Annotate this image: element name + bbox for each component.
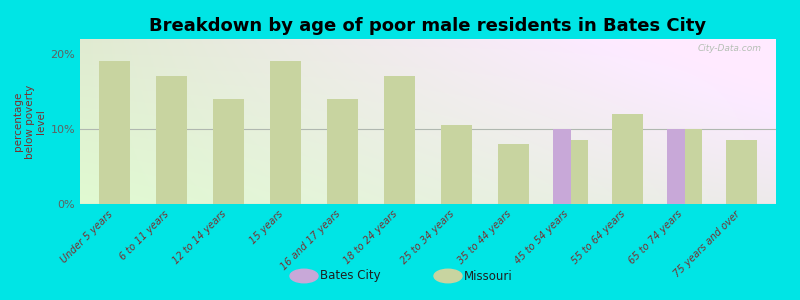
Bar [441, 125, 472, 204]
Y-axis label: percentage
below poverty
level: percentage below poverty level [13, 84, 46, 159]
Bar [326, 99, 358, 204]
Bar [213, 99, 244, 204]
Bar [155, 76, 187, 204]
Text: Bates City: Bates City [320, 269, 381, 283]
Bar [498, 144, 530, 204]
Bar [726, 140, 758, 204]
Bar [98, 61, 130, 204]
Bar [384, 76, 415, 204]
Bar [570, 140, 588, 204]
Text: City-Data.com: City-Data.com [698, 44, 762, 53]
Bar [667, 129, 685, 204]
Bar [554, 129, 570, 204]
Bar [270, 61, 301, 204]
Bar [612, 114, 643, 204]
Title: Breakdown by age of poor male residents in Bates City: Breakdown by age of poor male residents … [150, 17, 706, 35]
Text: Missouri: Missouri [464, 269, 513, 283]
Bar [685, 129, 702, 204]
